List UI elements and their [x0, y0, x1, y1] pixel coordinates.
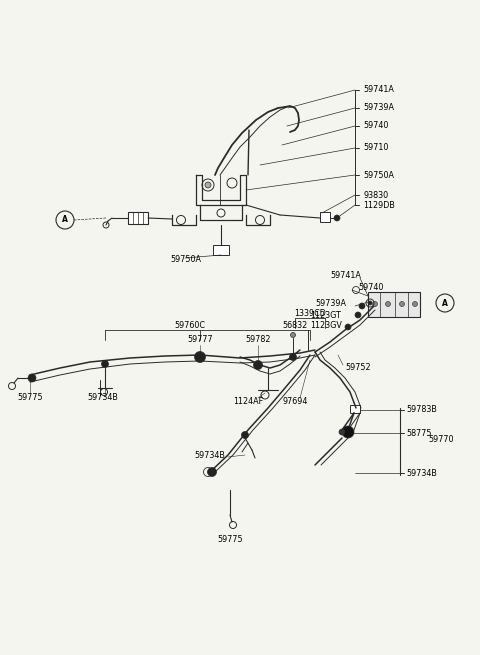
Text: 59775: 59775: [17, 394, 43, 403]
Circle shape: [28, 374, 36, 382]
Text: 59710: 59710: [363, 143, 388, 153]
Text: 59739A: 59739A: [363, 103, 394, 113]
FancyBboxPatch shape: [350, 405, 360, 413]
Text: 59739A: 59739A: [315, 299, 346, 307]
Circle shape: [334, 215, 340, 221]
Circle shape: [355, 312, 361, 318]
Circle shape: [345, 324, 351, 330]
Text: 59777: 59777: [187, 335, 213, 345]
Text: 59775: 59775: [217, 536, 243, 544]
Circle shape: [289, 354, 297, 360]
Text: A: A: [62, 215, 68, 225]
Text: 59734B: 59734B: [194, 451, 225, 460]
Circle shape: [399, 301, 405, 307]
FancyBboxPatch shape: [213, 245, 229, 255]
Text: 58775: 58775: [406, 428, 432, 438]
Text: 59741A: 59741A: [363, 86, 394, 94]
Circle shape: [207, 468, 216, 476]
FancyBboxPatch shape: [368, 292, 420, 317]
Circle shape: [412, 301, 418, 307]
Text: 1339CD: 1339CD: [294, 309, 326, 318]
Circle shape: [385, 301, 391, 307]
Text: 59783B: 59783B: [406, 405, 437, 415]
Circle shape: [253, 360, 263, 369]
Text: 59740: 59740: [358, 284, 384, 293]
Text: A: A: [442, 299, 448, 307]
Circle shape: [368, 301, 372, 305]
Circle shape: [241, 432, 249, 438]
Text: 1124AF: 1124AF: [233, 398, 263, 407]
Text: 59752: 59752: [345, 364, 371, 373]
Text: 1123GV: 1123GV: [310, 320, 342, 329]
Text: 1123GT: 1123GT: [310, 310, 341, 320]
Text: 59741A: 59741A: [330, 271, 361, 280]
Text: 93830: 93830: [363, 191, 388, 200]
Text: 59760C: 59760C: [175, 320, 205, 329]
Circle shape: [194, 352, 205, 362]
Circle shape: [339, 429, 345, 435]
Text: 97694: 97694: [282, 398, 308, 407]
Text: 59740: 59740: [363, 121, 388, 130]
Text: 59734B: 59734B: [87, 394, 119, 403]
Text: 59750A: 59750A: [363, 170, 394, 179]
Text: 59782: 59782: [245, 335, 271, 345]
Circle shape: [372, 301, 377, 307]
Circle shape: [205, 182, 211, 188]
Circle shape: [101, 360, 108, 367]
Circle shape: [290, 333, 296, 337]
Circle shape: [342, 426, 354, 438]
Text: 59734B: 59734B: [406, 468, 437, 477]
Text: 56832: 56832: [282, 320, 308, 329]
Text: 59770: 59770: [428, 436, 454, 445]
FancyBboxPatch shape: [128, 212, 148, 224]
Text: 59750A: 59750A: [170, 255, 201, 265]
Circle shape: [359, 303, 365, 309]
Text: 1129DB: 1129DB: [363, 200, 395, 210]
FancyBboxPatch shape: [320, 212, 330, 222]
